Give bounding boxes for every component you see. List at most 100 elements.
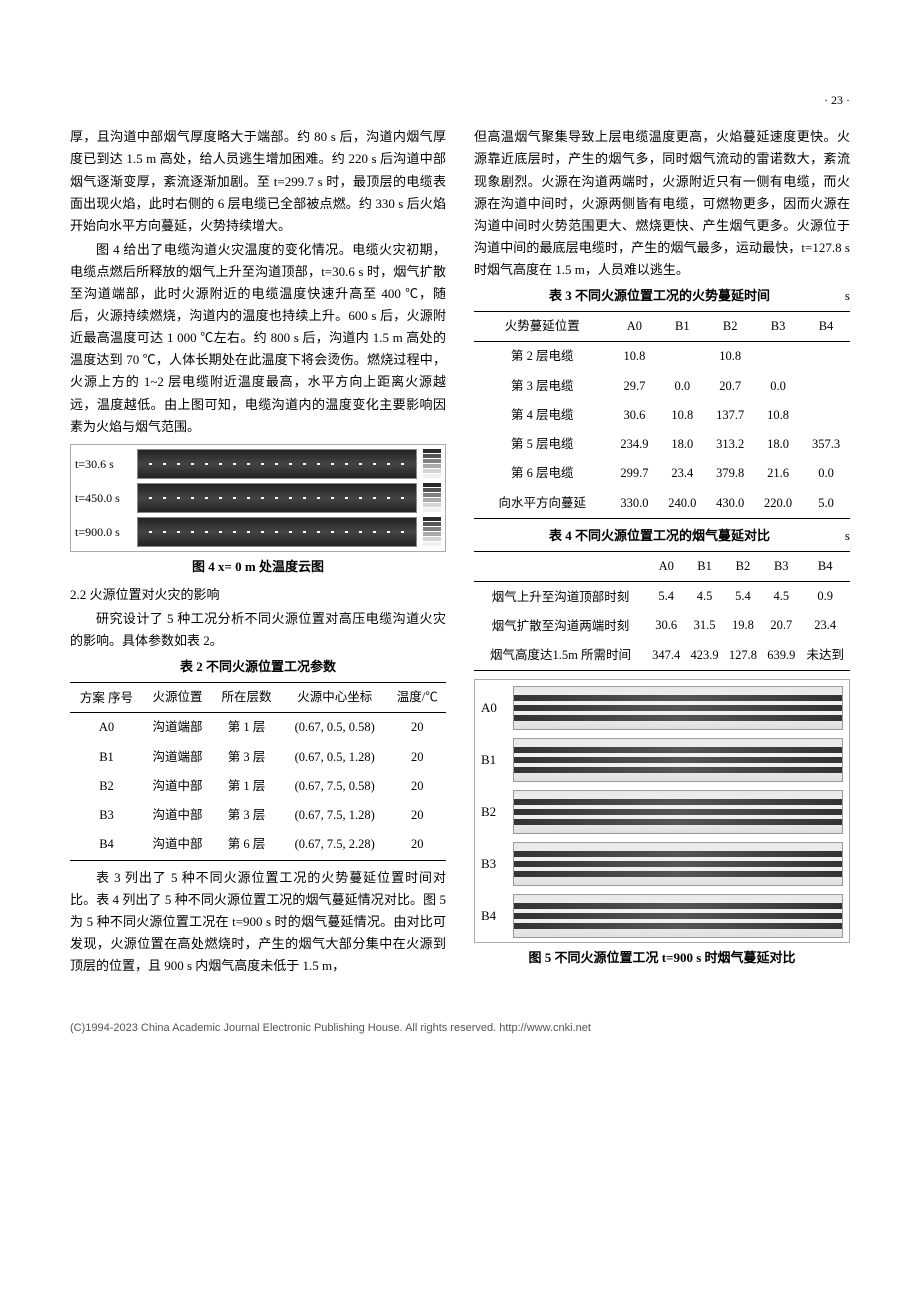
left-column: 厚，且沟道中部烟气厚度略大于端部。约 80 s 后，沟道内烟气厚度已到达 1.5…	[70, 126, 446, 979]
col-header: B2	[724, 551, 762, 581]
para-l2: 图 4 给出了电缆沟道火灾温度的变化情况。电缆火灾初期，电缆点燃后所释放的烟气上…	[70, 239, 446, 438]
fig4-time-label: t=30.6 s	[75, 454, 131, 474]
table-cell: 347.4	[647, 641, 685, 671]
fig5-row: B4	[481, 894, 843, 938]
table-4-caption: 表 4 不同火源位置工况的烟气蔓延对比	[549, 525, 770, 547]
table-cell: 向水平方向蔓延	[474, 489, 610, 519]
col-header: 所在层数	[212, 683, 281, 713]
two-column-layout: 厚，且沟道中部烟气厚度略大于端部。约 80 s 后，沟道内烟气厚度已到达 1.5…	[70, 126, 850, 979]
table-cell: 137.7	[706, 401, 754, 430]
table-cell: 10.8	[706, 342, 754, 372]
fig4-row-2: t=450.0 s	[75, 483, 441, 513]
table-cell: 0.0	[658, 372, 706, 401]
table-cell: 20	[389, 801, 447, 830]
fig4-row-1: t=30.6 s	[75, 449, 441, 479]
table-cell: (0.67, 7.5, 2.28)	[281, 830, 389, 860]
table-cell: 234.9	[610, 430, 658, 459]
table-row: 第 2 层电缆10.810.8	[474, 342, 850, 372]
table-cell: 30.6	[647, 611, 685, 640]
table-3-caption-row: 表 3 不同火源位置工况的火势蔓延时间 s	[474, 285, 850, 307]
table-cell: 5.0	[802, 489, 850, 519]
table-row: 烟气高度达1.5m 所需时间347.4423.9127.8639.9未达到	[474, 641, 850, 671]
table-cell: B2	[70, 772, 143, 801]
table-row: 烟气扩散至沟道两端时刻30.631.519.820.723.4	[474, 611, 850, 640]
col-header: B1	[658, 312, 706, 342]
col-header: 温度/℃	[389, 683, 447, 713]
col-header	[474, 551, 647, 581]
fig5-row: B3	[481, 842, 843, 886]
fig4-time-label: t=900.0 s	[75, 522, 131, 542]
table-cell: 第 2 层电缆	[474, 342, 610, 372]
fig5-case-label: B3	[481, 853, 507, 875]
table-cell: 沟道中部	[143, 772, 212, 801]
table-cell: (0.67, 7.5, 0.58)	[281, 772, 389, 801]
fig4-time-label: t=450.0 s	[75, 488, 131, 508]
table-cell: (0.67, 0.5, 1.28)	[281, 743, 389, 772]
color-legend	[423, 449, 441, 478]
para-l1: 厚，且沟道中部烟气厚度略大于端部。约 80 s 后，沟道内烟气厚度已到达 1.5…	[70, 126, 446, 236]
table-cell: 第 3 层	[212, 743, 281, 772]
para-l4: 表 3 列出了 5 种不同火源位置工况的火势蔓延位置时间对比。表 4 列出了 5…	[70, 867, 446, 977]
table-cell: 第 6 层电缆	[474, 459, 610, 488]
table-cell	[754, 342, 802, 372]
table-row: B3沟道中部第 3 层(0.67, 7.5, 1.28)20	[70, 801, 446, 830]
table-cell: 0.0	[802, 459, 850, 488]
table-4-unit: s	[845, 525, 850, 547]
figure-4-caption: 图 4 x= 0 m 处温度云图	[70, 556, 446, 578]
table-cell: 4.5	[762, 582, 800, 612]
smoke-snapshot	[513, 894, 843, 938]
table-cell: B3	[70, 801, 143, 830]
right-column: 但高温烟气聚集导致上层电缆温度更高，火焰蔓延速度更快。火源靠近底层时，产生的烟气…	[474, 126, 850, 979]
table-cell: 沟道端部	[143, 713, 212, 743]
fig5-case-label: B4	[481, 905, 507, 927]
table-cell: 423.9	[685, 641, 723, 671]
fig5-case-label: B2	[481, 801, 507, 823]
col-header: B3	[754, 312, 802, 342]
smoke-snapshot	[513, 790, 843, 834]
table-2: 方案 序号 火源位置 所在层数 火源中心坐标 温度/℃ A0沟道端部第 1 层(…	[70, 682, 446, 861]
footer-copyright: (C)1994-2023 China Academic Journal Elec…	[70, 1019, 850, 1038]
col-header: 火势蔓延位置	[474, 312, 610, 342]
table-cell: 0.0	[754, 372, 802, 401]
smoke-snapshot	[513, 842, 843, 886]
table-cell: 20	[389, 830, 447, 860]
table-row: B4沟道中部第 6 层(0.67, 7.5, 2.28)20	[70, 830, 446, 860]
table-3-caption: 表 3 不同火源位置工况的火势蔓延时间	[549, 285, 770, 307]
table-row: 第 6 层电缆299.723.4379.821.60.0	[474, 459, 850, 488]
table-4-caption-row: 表 4 不同火源位置工况的烟气蔓延对比 s	[474, 525, 850, 547]
table-cell: 沟道中部	[143, 830, 212, 860]
col-header: 火源位置	[143, 683, 212, 713]
table-cell: 18.0	[658, 430, 706, 459]
col-header: 方案 序号	[70, 683, 143, 713]
table-cell: 29.7	[610, 372, 658, 401]
table-cell: 0.9	[800, 582, 850, 612]
table-cell: (0.67, 7.5, 1.28)	[281, 801, 389, 830]
fig5-row: B2	[481, 790, 843, 834]
table-header-row: 方案 序号 火源位置 所在层数 火源中心坐标 温度/℃	[70, 683, 446, 713]
smoke-snapshot	[513, 686, 843, 730]
table-header-row: A0 B1 B2 B3 B4	[474, 551, 850, 581]
fig5-row: A0	[481, 686, 843, 730]
table-cell	[802, 372, 850, 401]
col-header: B4	[800, 551, 850, 581]
table-row: B1沟道端部第 3 层(0.67, 0.5, 1.28)20	[70, 743, 446, 772]
table-cell: 未达到	[800, 641, 850, 671]
table-cell: 19.8	[724, 611, 762, 640]
figure-5: A0 B1 B2 B3 B4	[474, 679, 850, 943]
table-cell: 313.2	[706, 430, 754, 459]
table-cell: 沟道端部	[143, 743, 212, 772]
table-3: 火势蔓延位置 A0 B1 B2 B3 B4 第 2 层电缆10.810.8第 3…	[474, 311, 850, 519]
table-cell: 第 5 层电缆	[474, 430, 610, 459]
color-legend	[423, 517, 441, 546]
table-cell	[802, 401, 850, 430]
table-cell: 10.8	[658, 401, 706, 430]
table-cell: 357.3	[802, 430, 850, 459]
table-row: 向水平方向蔓延330.0240.0430.0220.05.0	[474, 489, 850, 519]
table-cell: 639.9	[762, 641, 800, 671]
smoke-snapshot	[513, 738, 843, 782]
table-cell: 127.8	[724, 641, 762, 671]
table-cell: 第 1 层	[212, 772, 281, 801]
table-cell: 沟道中部	[143, 801, 212, 830]
table-cell: 23.4	[800, 611, 850, 640]
table-cell	[802, 342, 850, 372]
